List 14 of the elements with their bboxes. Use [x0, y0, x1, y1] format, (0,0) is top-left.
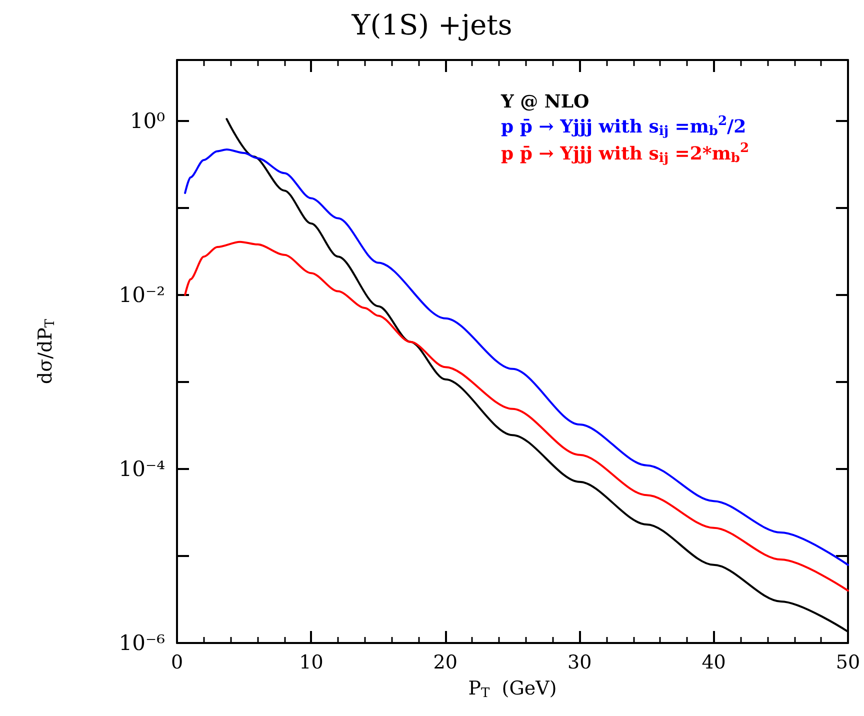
x-tick-label: 30 — [568, 652, 592, 674]
y-tick-label: 10⁰ — [130, 108, 165, 133]
y-tick-label: 10⁻² — [118, 282, 165, 307]
x-tick-label: 10 — [299, 652, 324, 674]
y-axis-title: dσ/dPT — [34, 318, 58, 384]
legend-label: Υ @ NLO — [500, 92, 590, 112]
x-tick-label: 40 — [702, 652, 726, 674]
y-tick-label: 10⁻⁶ — [118, 631, 165, 655]
line-series — [184, 240, 849, 592]
x-tick-label: 0 — [170, 652, 184, 674]
x-tick-label: 20 — [433, 652, 458, 674]
y-tick-label: 10⁻⁴ — [118, 456, 165, 481]
x-tick-label: 50 — [836, 652, 860, 674]
chart-title: Υ(1S) +jets — [350, 8, 512, 42]
